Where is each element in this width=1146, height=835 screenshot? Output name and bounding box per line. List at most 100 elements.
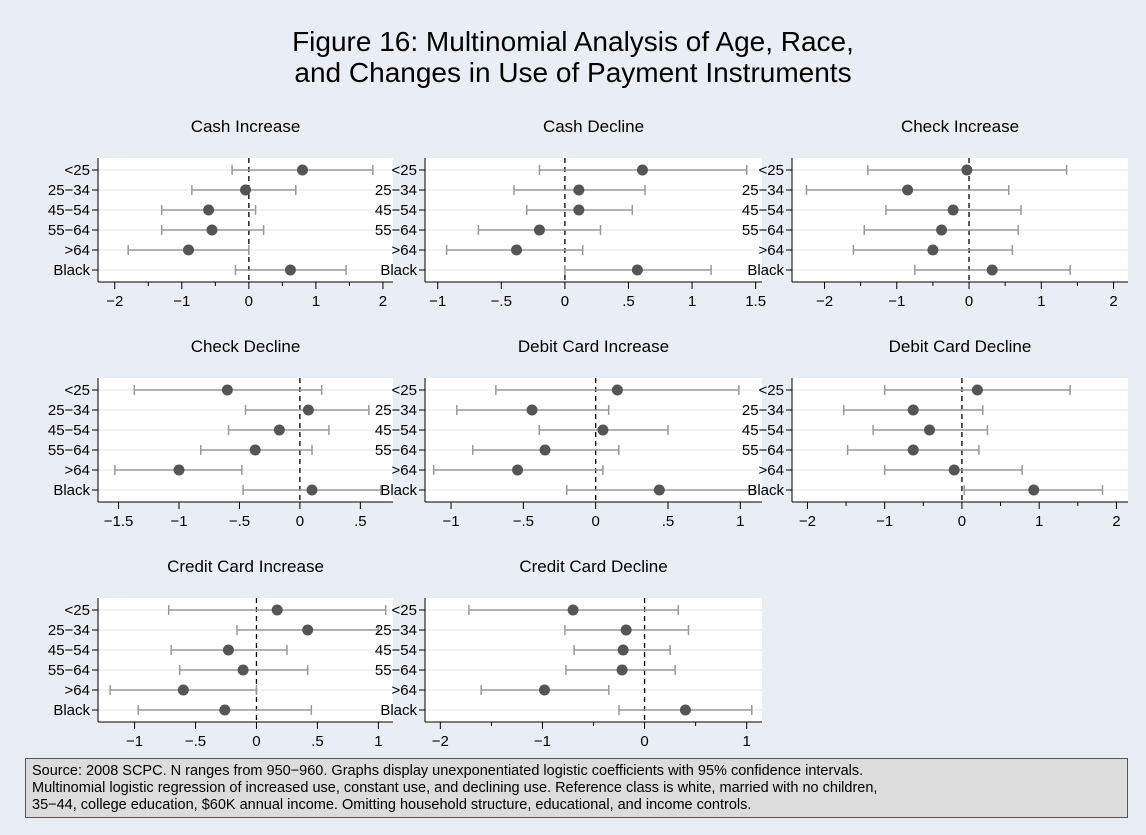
estimate-point <box>907 444 919 456</box>
x-tick-label: −.5 <box>185 733 206 750</box>
x-tick-label: −1 <box>442 513 459 530</box>
y-tick-label: 25−34 <box>742 182 784 199</box>
x-tick-label: 0 <box>640 733 648 750</box>
estimate-point <box>237 664 249 676</box>
y-tick-label: Black <box>53 262 90 279</box>
x-tick-label: −1 <box>876 513 893 530</box>
x-tick-label: −2 <box>799 513 816 530</box>
plot-area <box>792 378 1128 502</box>
estimate-point <box>302 404 314 416</box>
y-tick-label: Black <box>380 262 417 279</box>
y-tick-label: 25−34 <box>742 402 784 419</box>
estimate-point <box>907 404 919 416</box>
estimate-point <box>221 384 233 396</box>
x-tick-label: 1 <box>743 733 751 750</box>
y-tick-label: 55−64 <box>742 442 784 459</box>
panel-title: Check Decline <box>191 337 301 356</box>
estimate-point <box>653 484 665 496</box>
plot-area <box>98 158 393 282</box>
x-tick-label: 0 <box>252 733 260 750</box>
estimate-point <box>526 404 538 416</box>
y-tick-label: >64 <box>392 462 417 479</box>
x-tick-label: −.5 <box>513 513 534 530</box>
x-tick-label: 0 <box>245 293 253 310</box>
y-tick-label: Black <box>380 482 417 499</box>
panel-title: Credit Card Increase <box>167 557 324 576</box>
y-tick-label: 55−64 <box>375 442 417 459</box>
estimate-point <box>611 384 623 396</box>
x-tick-label: −1 <box>534 733 551 750</box>
estimate-point <box>927 244 939 256</box>
estimate-point <box>936 224 948 236</box>
plot-area <box>425 158 762 282</box>
x-tick-label: 1 <box>736 513 744 530</box>
panel-title: Check Increase <box>901 117 1019 136</box>
figure-title-line-1: Figure 16: Multinomial Analysis of Age, … <box>292 26 854 57</box>
y-tick-label: 25−34 <box>48 182 90 199</box>
x-tick-label: 1 <box>1037 293 1045 310</box>
y-tick-label: 25−34 <box>48 402 90 419</box>
x-tick-label: .5 <box>622 293 635 310</box>
y-tick-label: >64 <box>759 242 784 259</box>
y-tick-label: <25 <box>392 162 417 179</box>
estimate-point <box>284 264 296 276</box>
x-tick-label: −2 <box>816 293 833 310</box>
x-tick-label: .5 <box>662 513 675 530</box>
estimate-point <box>620 624 632 636</box>
y-tick-label: Black <box>53 482 90 499</box>
y-tick-label: Black <box>380 702 417 719</box>
estimate-point <box>306 484 318 496</box>
y-tick-label: 45−54 <box>48 642 90 659</box>
x-tick-label: 0 <box>965 293 973 310</box>
y-tick-label: 25−34 <box>48 622 90 639</box>
estimate-point <box>249 444 261 456</box>
x-tick-label: −1 <box>888 293 905 310</box>
y-tick-label: <25 <box>759 382 784 399</box>
y-tick-label: 45−54 <box>742 202 784 219</box>
x-tick-label: 0 <box>958 513 966 530</box>
estimate-point <box>173 464 185 476</box>
y-tick-label: 55−64 <box>48 442 90 459</box>
estimate-point <box>533 224 545 236</box>
panel-title: Debit Card Decline <box>889 337 1032 356</box>
y-tick-label: 45−54 <box>48 202 90 219</box>
y-tick-label: 55−64 <box>48 662 90 679</box>
y-tick-label: <25 <box>65 162 90 179</box>
x-tick-label: 1 <box>688 293 696 310</box>
x-tick-label: 1 <box>374 733 382 750</box>
estimate-point <box>240 184 251 196</box>
estimate-point <box>538 684 550 696</box>
estimate-point <box>617 644 629 656</box>
y-tick-label: >64 <box>65 242 90 259</box>
panel-title: Cash Increase <box>191 117 301 136</box>
x-tick-label: 0 <box>561 293 569 310</box>
note-line: Source: 2008 SCPC. N ranges from 950−960… <box>32 763 864 779</box>
x-tick-label: −1 <box>429 293 446 310</box>
x-tick-label: 1.5 <box>745 293 766 310</box>
estimate-point <box>947 204 959 216</box>
y-tick-label: >64 <box>392 682 417 699</box>
x-tick-label: −2 <box>106 293 123 310</box>
x-tick-label: 0 <box>591 513 599 530</box>
x-tick-label: −1 <box>170 513 187 530</box>
chart-panels: Cash Increase<2525−3445−5455−64>64Black−… <box>48 117 1128 750</box>
y-tick-label: 25−34 <box>375 622 417 639</box>
figure-note: Source: 2008 SCPC. N ranges from 950−960… <box>25 758 1128 818</box>
estimate-point <box>986 264 998 276</box>
estimate-point <box>961 164 973 176</box>
y-tick-label: 45−54 <box>375 422 417 439</box>
estimate-point <box>203 204 215 216</box>
figure-title-line-2: and Changes in Use of Payment Instrument… <box>294 57 852 88</box>
x-tick-label: 1 <box>312 293 320 310</box>
note-line: Multinomial logistic regression of incre… <box>32 780 878 796</box>
x-tick-label: −.5 <box>491 293 512 310</box>
y-tick-label: 45−54 <box>375 202 417 219</box>
estimate-point <box>636 164 648 176</box>
estimate-point <box>302 624 314 636</box>
estimate-point <box>948 464 960 476</box>
y-tick-label: 25−34 <box>375 402 417 419</box>
y-tick-label: <25 <box>392 382 417 399</box>
y-tick-label: 55−64 <box>375 222 417 239</box>
estimate-point <box>512 464 524 476</box>
x-tick-label: −1.5 <box>104 513 134 530</box>
